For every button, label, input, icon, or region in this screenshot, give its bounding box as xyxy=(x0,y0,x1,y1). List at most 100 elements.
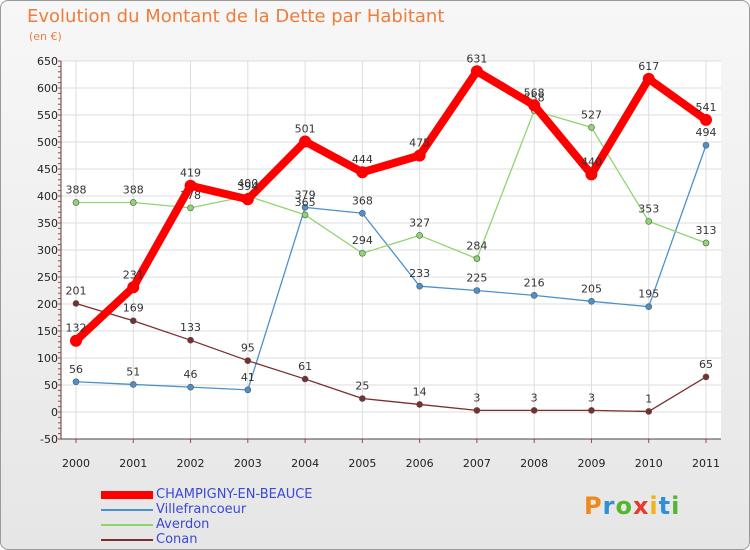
data-point xyxy=(642,72,655,85)
data-point xyxy=(72,300,80,307)
data-label: 444 xyxy=(352,153,373,166)
x-tick-label: 2010 xyxy=(635,457,663,470)
data-label: 133 xyxy=(180,321,201,334)
unit-label: (en €) xyxy=(29,30,62,43)
data-point xyxy=(416,282,423,290)
data-point xyxy=(588,124,595,131)
data-label: 231 xyxy=(123,268,144,281)
data-point xyxy=(416,401,423,408)
data-point xyxy=(301,375,309,383)
logo-letter: t xyxy=(658,492,672,520)
data-point xyxy=(70,334,82,347)
data-point xyxy=(528,99,541,112)
data-label: 205 xyxy=(581,282,602,295)
data-point xyxy=(244,386,252,394)
data-label: 14 xyxy=(413,385,427,398)
data-label: 46 xyxy=(184,368,198,381)
series-line xyxy=(75,302,707,413)
x-tick-label: 2005 xyxy=(348,457,376,470)
data-label: 419 xyxy=(180,167,201,180)
y-tick-label: 300 xyxy=(37,244,58,257)
x-tick-label: 2003 xyxy=(234,457,262,470)
data-label: 95 xyxy=(241,342,255,355)
x-tick-label: 2008 xyxy=(520,457,548,470)
data-point xyxy=(187,383,194,391)
logo-letter: x xyxy=(632,492,650,520)
y-tick-label: 100 xyxy=(37,352,58,365)
data-label: 527 xyxy=(581,108,602,121)
data-point xyxy=(413,149,426,162)
legend-swatch xyxy=(101,524,153,526)
data-label: 169 xyxy=(123,302,144,315)
data-point xyxy=(72,378,80,386)
data-point xyxy=(702,141,710,149)
data-label: 631 xyxy=(466,52,487,65)
logo-letter: r xyxy=(602,492,616,520)
data-point xyxy=(129,317,137,325)
data-point xyxy=(645,218,653,225)
y-tick-label: 0 xyxy=(51,406,58,419)
data-point xyxy=(700,113,712,126)
y-tick-label: 650 xyxy=(37,55,58,68)
data-point xyxy=(244,357,252,365)
x-tick-label: 2009 xyxy=(577,457,605,470)
data-label: 3 xyxy=(531,391,538,404)
data-label: 56 xyxy=(69,363,83,376)
y-tick-label: 150 xyxy=(37,325,58,338)
y-tick-label: 400 xyxy=(37,190,58,203)
data-label: 475 xyxy=(409,137,430,150)
legend-swatch xyxy=(101,491,153,499)
data-label: 400 xyxy=(237,177,258,190)
x-tick-label: 2000 xyxy=(62,457,90,470)
data-point xyxy=(473,407,481,414)
data-label: 1 xyxy=(645,392,652,405)
data-point xyxy=(299,135,312,148)
data-label: 394 xyxy=(237,180,258,193)
data-label: 65 xyxy=(699,358,713,371)
data-point xyxy=(72,199,80,206)
data-label: 294 xyxy=(352,234,373,247)
data-point xyxy=(585,168,598,181)
y-tick-label: 500 xyxy=(37,136,58,149)
data-label: 3 xyxy=(473,391,480,404)
data-label: 327 xyxy=(409,216,430,229)
data-label: 41 xyxy=(241,371,255,384)
data-point xyxy=(301,211,309,219)
y-tick-label: -50 xyxy=(40,433,58,446)
y-tick-label: 200 xyxy=(37,298,58,311)
logo-letter: i xyxy=(649,492,659,520)
series-line xyxy=(75,144,707,391)
x-tick-label: 2004 xyxy=(291,457,319,470)
data-point xyxy=(702,373,710,381)
data-point xyxy=(530,407,538,414)
data-label: 388 xyxy=(66,183,87,196)
data-point xyxy=(301,204,309,211)
legend-label: Averdon xyxy=(156,517,210,532)
series-line xyxy=(72,67,710,345)
data-point xyxy=(530,292,538,299)
data-label: 216 xyxy=(524,276,545,289)
data-point xyxy=(645,303,653,311)
data-label: 494 xyxy=(696,126,717,139)
logo-letter: i xyxy=(671,492,681,520)
data-label: 225 xyxy=(466,272,487,285)
y-tick-label: 550 xyxy=(37,109,58,122)
data-point xyxy=(359,395,366,402)
data-label: 132 xyxy=(66,322,87,335)
data-point xyxy=(129,381,137,388)
data-label: 3 xyxy=(588,391,595,404)
data-point xyxy=(473,255,481,262)
data-point xyxy=(359,249,366,257)
data-label: 541 xyxy=(696,101,717,114)
x-tick-label: 2011 xyxy=(692,457,720,470)
data-label: 201 xyxy=(66,284,87,297)
legend-label: CHAMPIGNY-EN-BEAUCE xyxy=(156,487,313,502)
data-point xyxy=(241,193,254,206)
x-tick-label: 2002 xyxy=(177,457,205,470)
data-label: 379 xyxy=(295,188,316,201)
x-tick-label: 2006 xyxy=(406,457,434,470)
data-point xyxy=(359,209,366,217)
data-label: 617 xyxy=(638,60,659,73)
data-label: 233 xyxy=(409,267,430,280)
